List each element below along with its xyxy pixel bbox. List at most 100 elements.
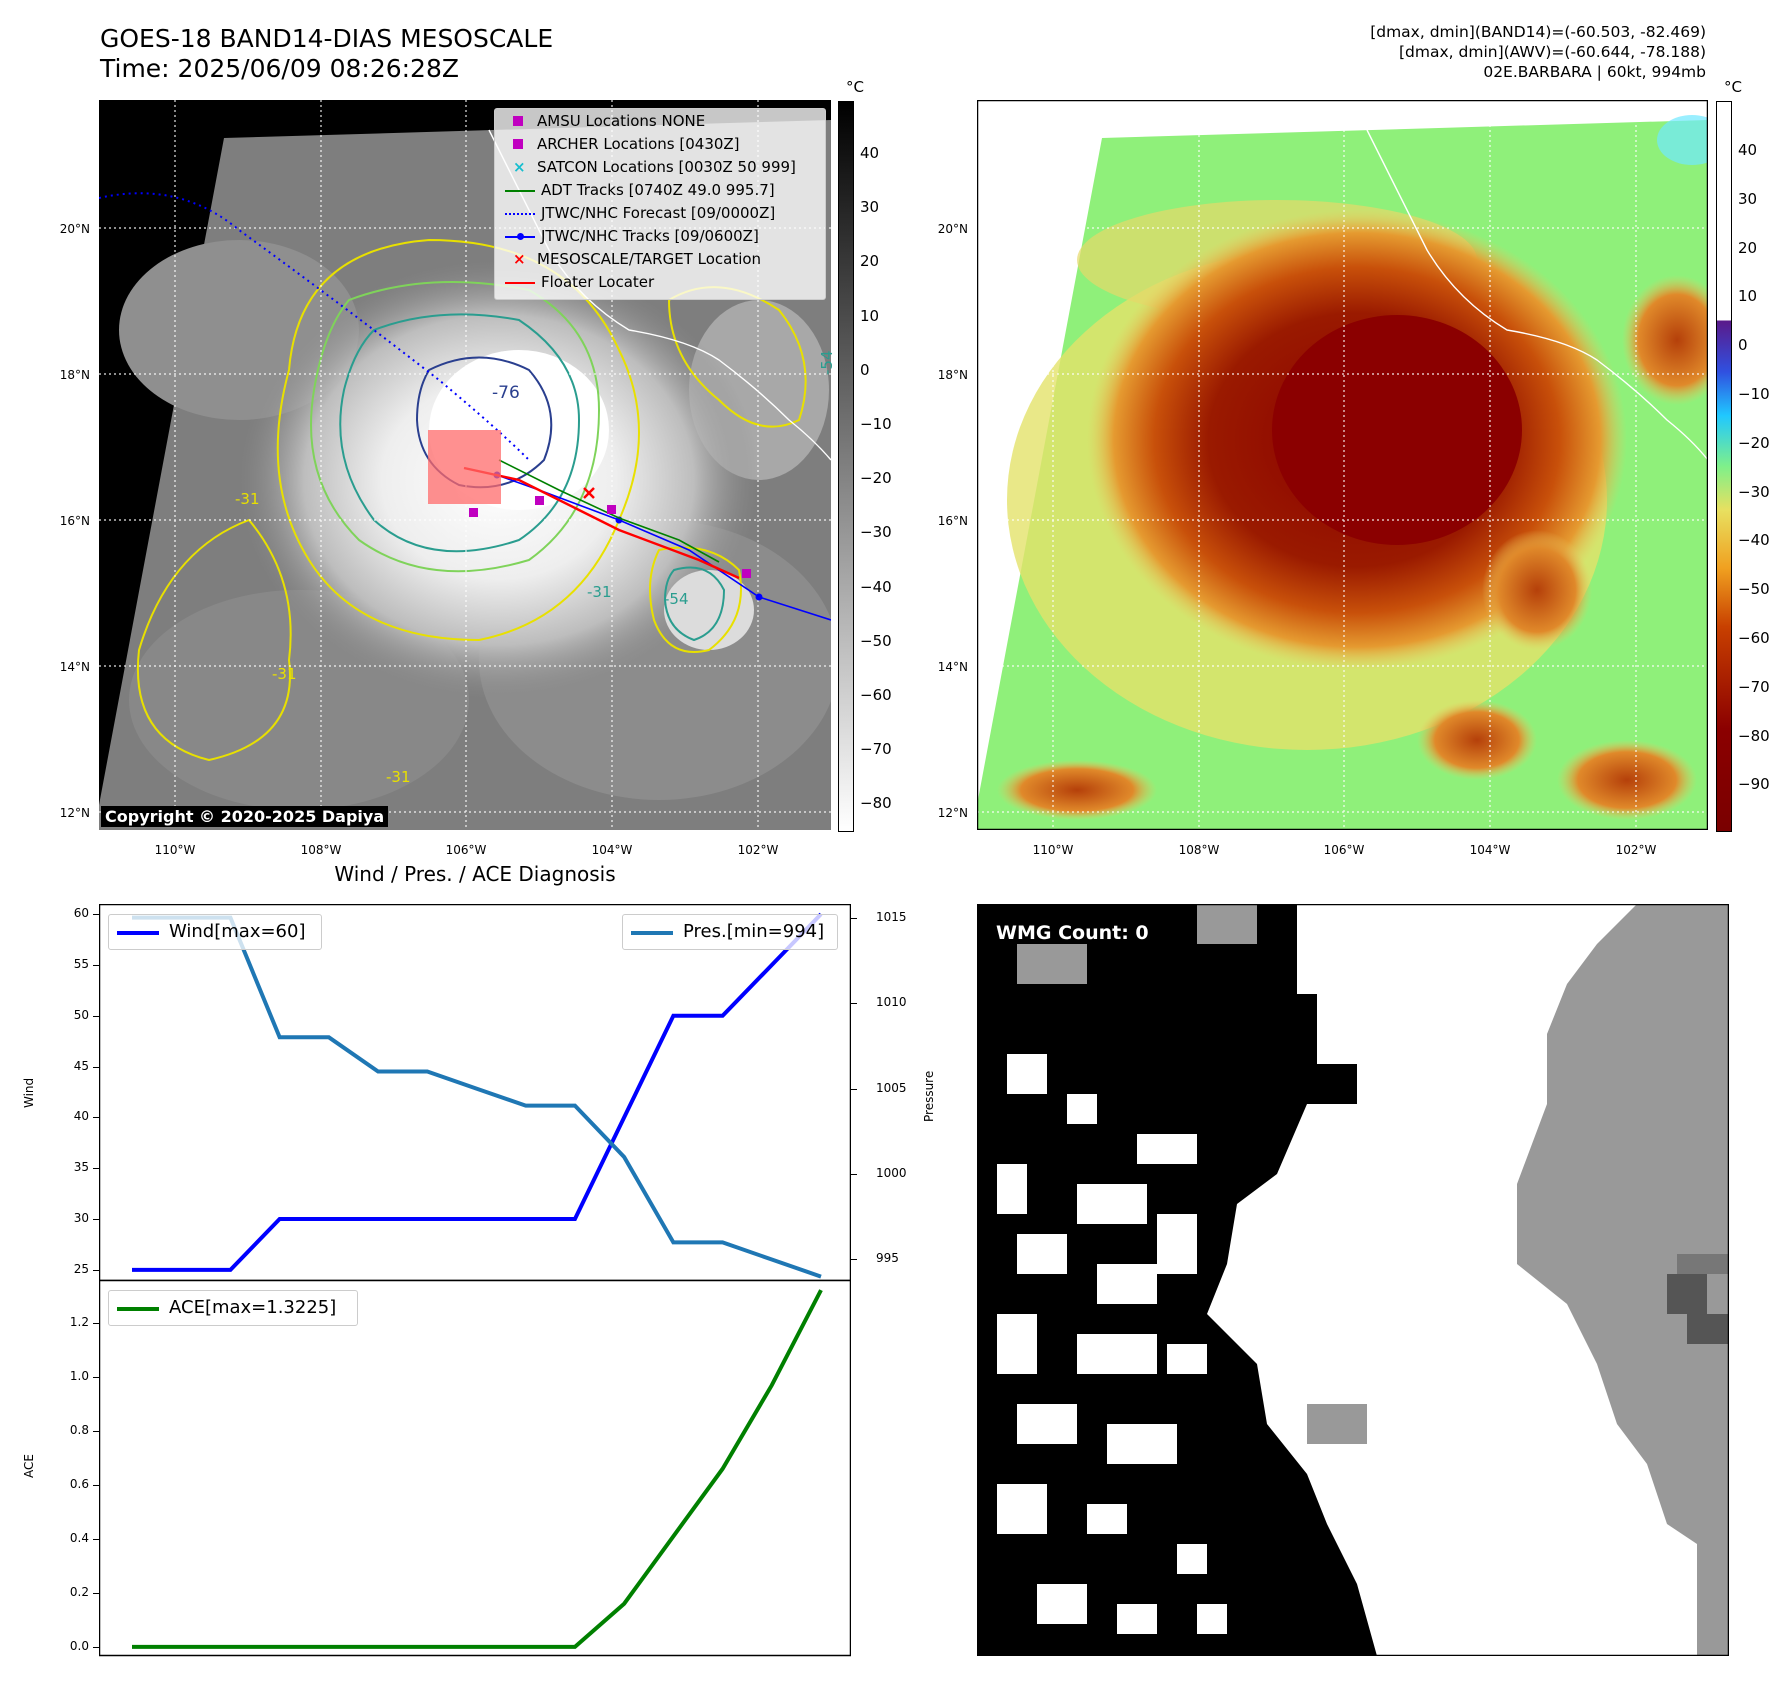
- contour-label: -31: [587, 583, 612, 601]
- axis-tick-mark: [851, 1259, 857, 1261]
- diagnosis-chart: [99, 904, 851, 1657]
- ace-legend-label: ACE[max=1.3225]: [169, 1297, 337, 1318]
- colorbar-tick-label: −40: [1738, 531, 1770, 550]
- legend-item: Floater Locater: [505, 273, 654, 291]
- legend-item: AMSU Locations NONE: [505, 112, 705, 130]
- awv-colorbar-unit: °C: [1724, 78, 1742, 96]
- colorbar-tick-label: −80: [1738, 726, 1770, 745]
- contour-label: -76: [492, 383, 520, 403]
- axis-tick-mark: [93, 914, 99, 916]
- lat-label: 20°N: [59, 222, 90, 236]
- colorbar-tick-label: 20: [860, 252, 880, 271]
- axis-tick-mark: [93, 1431, 99, 1433]
- axis-tick-mark: [93, 1168, 99, 1170]
- axis-tick-mark: [93, 1015, 99, 1017]
- lon-label: 102°W: [1615, 843, 1657, 857]
- colorbar-tick-label: 40: [860, 144, 880, 162]
- contour-label: -54: [818, 350, 836, 376]
- axis-tick-mark: [93, 964, 99, 966]
- lon-label: 104°W: [1469, 843, 1511, 857]
- axis-tick-label: 1.2: [69, 1315, 89, 1330]
- colorbar-tick-label: −90: [1738, 775, 1770, 794]
- square-marker-icon: [513, 116, 523, 126]
- legend-item: × MESOSCALE/TARGET Location: [513, 250, 762, 268]
- ace-axis-label: ACE: [22, 1454, 36, 1478]
- copyright-label: Copyright © 2020-2025 Dapiya: [101, 806, 389, 827]
- axis-tick-label: 55: [73, 956, 89, 971]
- line-marker-icon: [505, 189, 535, 192]
- wind-line-icon: [117, 931, 159, 935]
- colorbar-tick-label: −60: [1738, 629, 1770, 647]
- lon-label: 106°W: [1323, 843, 1365, 857]
- axis-tick-mark: [93, 1538, 99, 1540]
- axis-tick-label: 0.8: [69, 1423, 89, 1438]
- axis-tick-label: 0.2: [69, 1584, 89, 1599]
- lat-label: 18°N: [937, 368, 968, 382]
- colorbar-tick-label: −70: [1738, 677, 1770, 696]
- contour-label: -54: [664, 590, 689, 608]
- axis-tick-label: 45: [73, 1058, 89, 1073]
- wind-series-line: [132, 912, 823, 1272]
- legend-item: ADT Tracks [0740Z 49.0 995.7]: [505, 181, 775, 199]
- colorbar-tick-label: −30: [860, 523, 892, 542]
- lon-label: 110°W: [1032, 843, 1074, 857]
- lat-label: 18°N: [59, 368, 90, 382]
- lon-label: 108°W: [300, 843, 342, 857]
- x-marker-icon: ×: [513, 158, 526, 176]
- awv-colorbar: [1716, 101, 1732, 832]
- ace-series-line: [132, 1289, 823, 1649]
- axis-tick-mark: [93, 1377, 99, 1379]
- colorbar-tick-label: 10: [1738, 287, 1758, 306]
- square-marker-icon: [513, 139, 523, 149]
- axis-tick-label: 40: [73, 1109, 89, 1124]
- axis-tick-label: 1005: [876, 1080, 907, 1095]
- colorbar-tick-label: 0: [860, 360, 870, 379]
- awv-map: [977, 100, 1708, 830]
- axis-tick-mark: [93, 1646, 99, 1648]
- lon-label: 104°W: [591, 843, 633, 857]
- dotted-line-icon: [505, 212, 535, 215]
- legend-item: ARCHER Locations [0430Z]: [505, 135, 740, 153]
- lat-label: 14°N: [937, 660, 968, 674]
- colorbar-tick-label: 30: [860, 198, 880, 217]
- lat-label: 12°N: [59, 806, 90, 820]
- figure-title: GOES-18 BAND14-DIAS MESOSCALE Time: 2025…: [100, 24, 553, 84]
- ace-legend: ACE[max=1.3225]: [108, 1290, 358, 1326]
- colorbar-tick-label: 10: [860, 306, 880, 325]
- lat-label: 20°N: [937, 222, 968, 236]
- colorbar-tick-label: 40: [1738, 141, 1758, 159]
- axis-tick-mark: [93, 1117, 99, 1119]
- title-line-1: GOES-18 BAND14-DIAS MESOSCALE: [100, 24, 554, 53]
- axis-tick-label: 0.6: [69, 1477, 89, 1492]
- axis-tick-label: 0.4: [69, 1530, 89, 1545]
- stats-line-3: 02E.BARBARA | 60kt, 994mb: [1483, 63, 1706, 81]
- colorbar-tick-label: 0: [1738, 336, 1748, 355]
- diagnosis-title: Wind / Pres. / ACE Diagnosis: [334, 862, 616, 886]
- wmg-count-label: WMG Count: 0: [996, 922, 1149, 944]
- colorbar-tick-label: −50: [860, 631, 892, 650]
- axis-tick-label: 995: [876, 1251, 899, 1266]
- legend-item: JTWC/NHC Forecast [09/0000Z]: [505, 204, 775, 222]
- line-marker-icon: [505, 281, 535, 284]
- stats-block: [dmax, dmin](BAND14)=(-60.503, -82.469) …: [1370, 22, 1706, 82]
- stats-line-1: [dmax, dmin](BAND14)=(-60.503, -82.469): [1370, 23, 1706, 41]
- axis-tick-label: 1000: [876, 1166, 907, 1181]
- dot-line-icon: [505, 232, 535, 240]
- colorbar-tick-label: 20: [1738, 238, 1758, 257]
- lon-label: 108°W: [1178, 843, 1220, 857]
- axis-tick-label: 25: [73, 1261, 89, 1276]
- legend-item: × SATCON Locations [0030Z 50 999]: [513, 158, 796, 176]
- title-line-2: Time: 2025/06/09 08:26:28Z: [100, 54, 459, 83]
- pressure-series-line: [132, 915, 822, 1279]
- ace-line-icon: [117, 1307, 159, 1311]
- x-marker-icon: ×: [513, 250, 526, 268]
- colorbar-tick-label: −20: [1738, 433, 1770, 452]
- wind-axis-label: Wind: [22, 1077, 36, 1108]
- colorbar-tick-label: −30: [1738, 482, 1770, 501]
- colorbar-tick-label: 30: [1738, 189, 1758, 208]
- axis-tick-label: 1015: [876, 909, 907, 924]
- axis-tick-label: 50: [73, 1007, 89, 1022]
- lat-label: 16°N: [59, 514, 90, 528]
- colorbar-tick-label: −50: [1738, 580, 1770, 599]
- wmg-map: [977, 904, 1729, 1656]
